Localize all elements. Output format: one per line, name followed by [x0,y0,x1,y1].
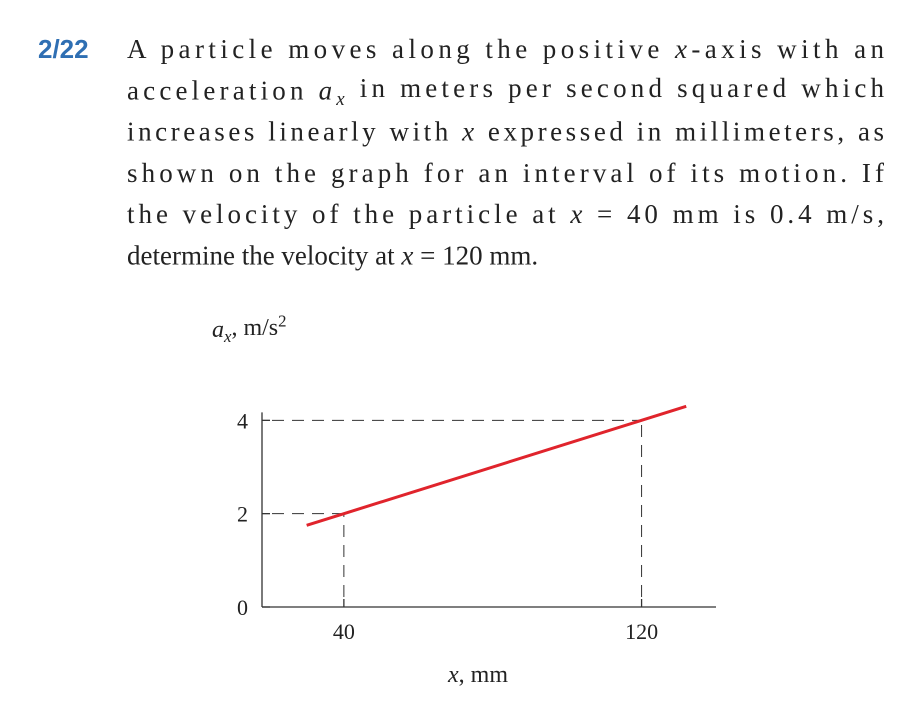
y-axis-label: ax, m/s2 [212,311,287,346]
problem-number: 2/22 [38,34,89,64]
problem-line: increases linearly with x expressed in m… [127,117,884,147]
x-axis-label: x, mm [447,662,508,688]
y-tick-label: 4 [237,408,248,433]
problem-line: determine the velocity at x = 120 mm. [127,241,538,271]
text-run: shown on the graph for an interval of it… [127,158,884,188]
x-tick-label: 120 [625,619,658,644]
text-run: a [319,75,333,105]
text-run: x [674,34,687,64]
text-run: x [569,199,582,229]
text-run: -axis with an [691,34,884,64]
text-run: x [400,241,413,271]
text-run: the velocity of the particle at [127,199,566,229]
problem-line: the velocity of the particle at x = 40 m… [127,199,884,229]
text-run: in meters per second squared which [349,73,885,103]
text-run: A particle moves along the positive [127,34,671,64]
text-run: expressed in millimeters, as [478,117,884,147]
problem-line: shown on the graph for an interval of it… [127,158,884,188]
text-run: x [223,327,232,346]
y-tick-label: 2 [237,502,248,527]
text-run: acceleration [127,75,314,105]
text-run: a [212,317,224,343]
data-line [306,404,687,527]
y-tick-label: 0 [237,595,248,620]
text-run: increases linearly with [127,117,459,147]
text-run: 2 [278,311,286,330]
text-run: x [447,662,459,688]
problem-line: A particle moves along the positive x -ax… [127,34,884,64]
x-tick-label: 40 [333,619,355,644]
text-run: = 40 mm is 0.4 m/s, [586,199,884,229]
text-run: x [335,89,345,110]
text-run: , mm [459,662,509,688]
text-run: determine the velocity at [127,241,401,271]
text-run: , m/s [231,315,278,341]
text-run: = 120 mm. [413,241,538,271]
text-run: x [461,117,474,147]
